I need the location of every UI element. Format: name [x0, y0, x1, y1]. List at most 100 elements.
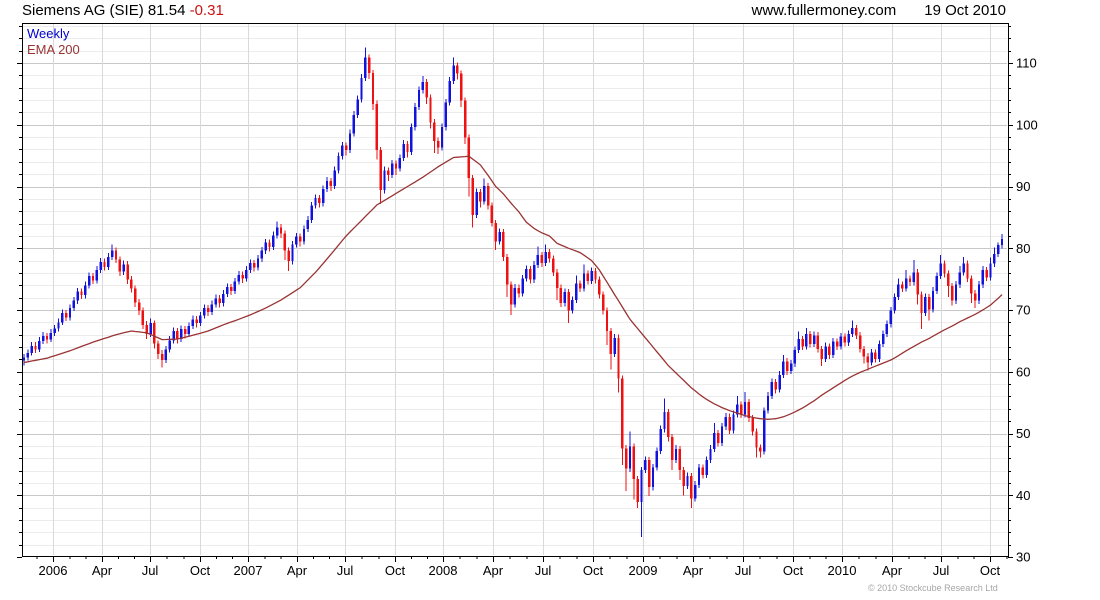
price-change-label: -0.31: [189, 2, 224, 19]
candle-body: [977, 284, 981, 301]
candle-body: [586, 273, 589, 281]
candle-body: [437, 140, 440, 148]
candle-body: [651, 467, 655, 488]
candle-body: [682, 469, 685, 486]
candle-body: [103, 261, 106, 267]
candle-body: [571, 300, 574, 311]
candle-body: [509, 284, 513, 305]
candle-body: [88, 276, 91, 286]
candle-body: [931, 290, 935, 310]
candle-body: [107, 256, 110, 267]
candle-body: [755, 431, 758, 448]
candle-body: [118, 259, 122, 272]
candle-body: [954, 284, 958, 301]
candle-body: [471, 177, 474, 215]
candle-body: [809, 334, 812, 344]
candle-body: [674, 448, 678, 461]
candle-body: [38, 340, 41, 350]
candle-body: [483, 185, 486, 202]
candle-body: [962, 263, 965, 273]
candle-body: [839, 336, 843, 347]
candle-body: [153, 322, 156, 344]
candle-body: [670, 437, 674, 461]
candle-body: [283, 233, 286, 251]
candle-body: [467, 137, 471, 178]
x-axis-label: Jul: [337, 563, 354, 578]
candle-body: [49, 332, 53, 340]
candle-body: [935, 276, 938, 291]
candle-body: [64, 313, 68, 318]
candle-body: [812, 335, 816, 344]
candle-body: [966, 263, 969, 279]
candle-body: [111, 250, 114, 257]
candle-body: [529, 269, 532, 280]
candle-body: [306, 219, 310, 230]
candle-body: [897, 284, 900, 298]
candle-body: [387, 170, 390, 175]
candle-body: [613, 337, 616, 354]
candle-body: [379, 150, 382, 191]
candle-body: [367, 57, 371, 73]
candle-body: [832, 341, 835, 356]
candle-body: [479, 192, 482, 202]
candle-body: [245, 269, 248, 279]
candle-body: [996, 245, 1000, 254]
candle-body: [789, 363, 793, 372]
candle-body: [34, 345, 37, 350]
candle-body: [858, 335, 862, 349]
candle-body: [272, 235, 275, 248]
candle-body: [774, 382, 777, 390]
y-axis-label: 110: [1016, 56, 1037, 71]
candle-body: [76, 291, 79, 301]
x-axis-label: Oct: [980, 563, 1001, 578]
candle-body: [640, 469, 643, 503]
y-axis-label: 80: [1016, 241, 1030, 256]
candle-body: [947, 273, 950, 286]
candle-body: [191, 319, 194, 327]
candle-body: [61, 313, 64, 323]
candle-body: [318, 198, 321, 204]
candle-body: [444, 102, 448, 128]
candle-body: [348, 133, 352, 151]
candle-body: [927, 297, 931, 310]
candle-body: [590, 271, 593, 281]
chart-legend: Weekly EMA 200: [27, 26, 80, 58]
candle-body: [68, 308, 72, 318]
candle-body: [563, 292, 566, 304]
candle-body: [337, 156, 340, 171]
candle-body: [686, 476, 689, 486]
candle-body: [30, 345, 33, 354]
x-axis-label: Oct: [385, 563, 406, 578]
candle-body: [214, 298, 217, 305]
candle-body: [375, 103, 379, 151]
x-axis-label: 2008: [429, 563, 458, 578]
candle-body: [970, 278, 973, 294]
candle-body: [778, 374, 781, 390]
candle-body: [134, 288, 137, 303]
candle-body: [114, 250, 118, 260]
candle-body: [149, 322, 152, 335]
x-axis-label: Jul: [933, 563, 950, 578]
x-axis-label: Apr: [287, 563, 308, 578]
candle-body: [567, 292, 570, 311]
site-label: www.fullermoney.com: [751, 2, 897, 19]
candle-body: [521, 278, 524, 294]
candle-body: [237, 274, 240, 282]
candle-body: [126, 264, 129, 280]
candle-body: [916, 272, 919, 295]
plot-border: [22, 23, 1009, 557]
candle-body: [770, 382, 774, 396]
candle-body: [736, 404, 739, 415]
candle-body: [644, 460, 647, 470]
candle-body: [164, 349, 168, 361]
candle-body: [701, 467, 705, 475]
candle-body: [252, 263, 256, 268]
candle-body: [973, 293, 977, 301]
candle-body: [490, 205, 494, 223]
candle-body: [663, 411, 666, 430]
candle-body: [260, 250, 263, 259]
x-axis-label: Apr: [882, 563, 903, 578]
candle-body: [855, 327, 858, 336]
candle-body: [628, 446, 632, 469]
candle-body: [226, 287, 229, 294]
